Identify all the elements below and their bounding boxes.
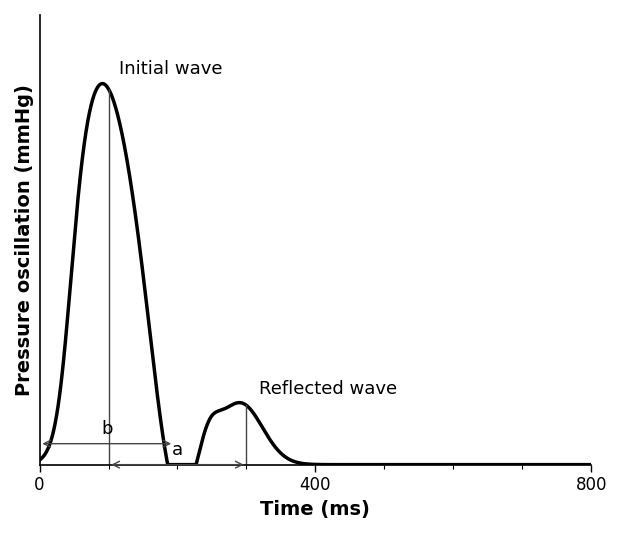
Y-axis label: Pressure oscillation (mmHg): Pressure oscillation (mmHg): [15, 84, 34, 396]
Text: a: a: [172, 441, 183, 459]
X-axis label: Time (ms): Time (ms): [261, 500, 370, 519]
Text: Reflected wave: Reflected wave: [259, 380, 397, 398]
Text: Initial wave: Initial wave: [119, 60, 222, 77]
Text: b: b: [101, 420, 113, 438]
